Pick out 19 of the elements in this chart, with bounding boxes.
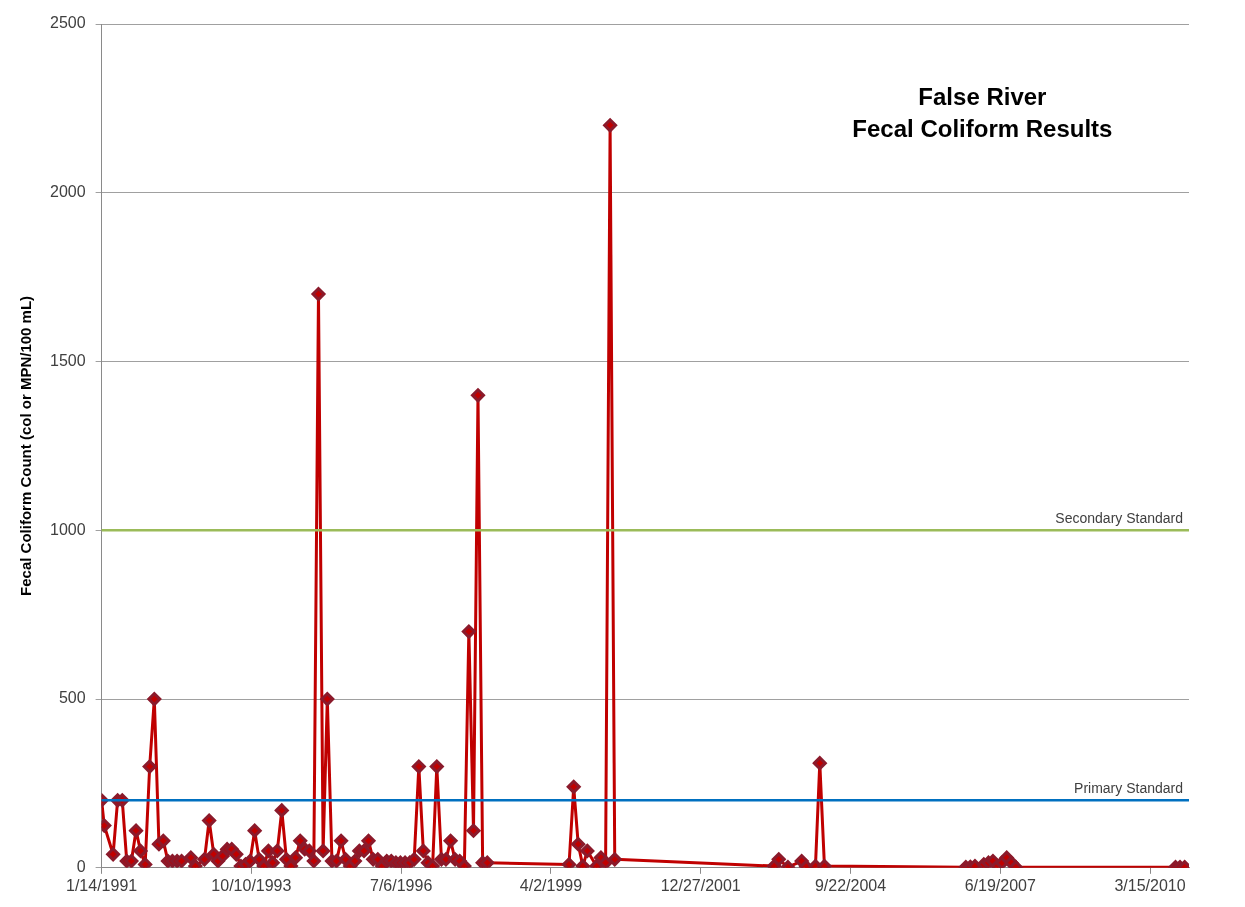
- ref-line-label: Secondary Standard: [1055, 510, 1183, 527]
- x-tick-label: 4/2/1999: [519, 876, 583, 894]
- y-tick-label: 2000: [50, 183, 86, 201]
- x-tick-label: 9/22/2004: [814, 876, 887, 894]
- text: False River: [918, 82, 1047, 110]
- text: Fecal Coliform Results: [852, 114, 1113, 142]
- y-tick-label: 0: [76, 858, 86, 876]
- x-tick-label: 10/10/1993: [211, 876, 292, 894]
- x-tick-label: 3/15/2010: [1114, 876, 1186, 894]
- y-tick-label: 1000: [50, 520, 86, 538]
- x-tick-label: 12/27/2001: [660, 876, 741, 894]
- ref-line-label: Primary Standard: [1074, 780, 1183, 797]
- x-tick-label: 1/14/1991: [66, 876, 138, 894]
- x-tick-label: 6/19/2007: [964, 876, 1036, 894]
- y-tick-label: 2500: [50, 14, 86, 32]
- y-tick-label: 1500: [50, 351, 86, 369]
- y-axis-title: Fecal Coliform Count (col or MPN/100 mL): [17, 295, 35, 596]
- y-tick-label: 500: [58, 689, 86, 707]
- x-tick-label: 7/6/1996: [370, 876, 433, 894]
